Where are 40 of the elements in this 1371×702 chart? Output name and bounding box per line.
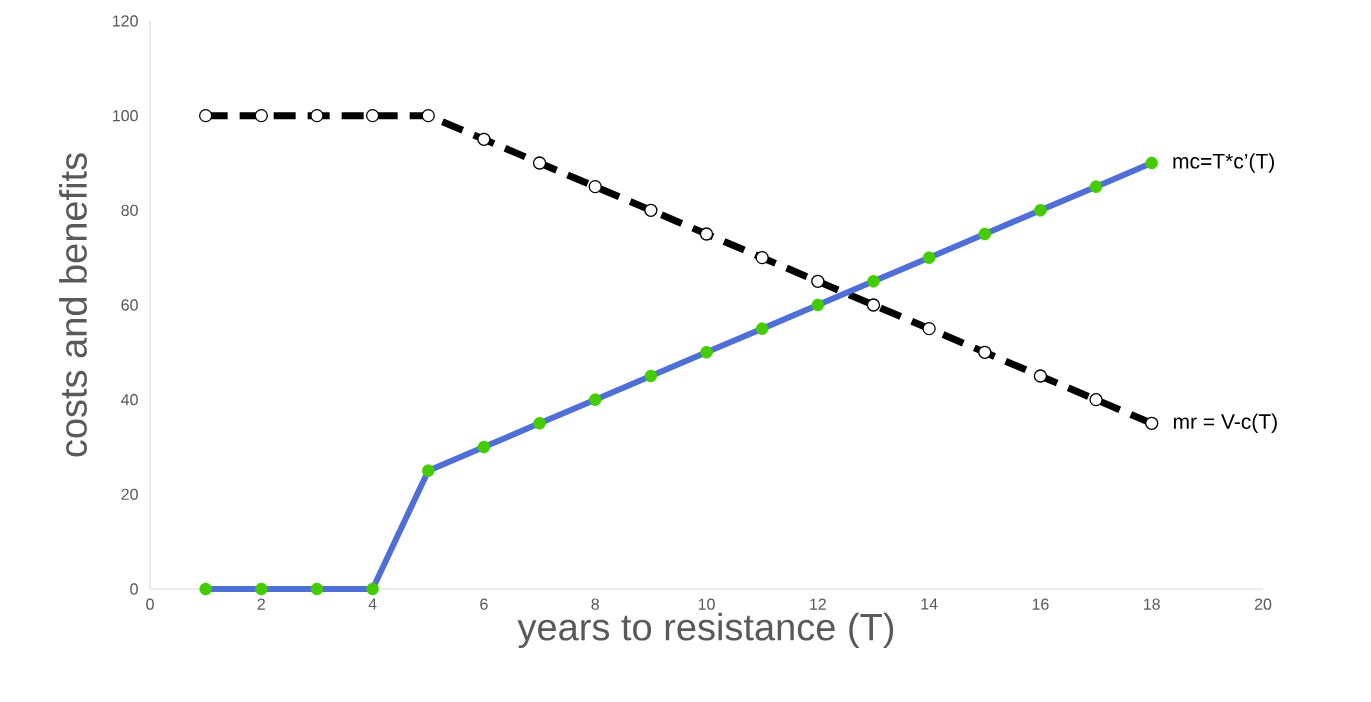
- x-tick-label: 16: [1032, 598, 1049, 610]
- y-tick-label: 120: [113, 15, 138, 27]
- y-tick-label: 100: [113, 109, 138, 122]
- y-tick-label: 40: [121, 393, 138, 406]
- x-tick-label: 2: [257, 598, 265, 610]
- point: [421, 109, 435, 123]
- point: [978, 345, 992, 359]
- point: [1033, 369, 1048, 383]
- x-tick-label: 14: [921, 598, 938, 610]
- point: [1089, 393, 1103, 407]
- y-tick-label: 60: [121, 299, 138, 311]
- x-tick-label: 4: [368, 598, 377, 610]
- x-tick-label: 6: [480, 598, 488, 610]
- x-tick-label: 10: [698, 598, 715, 610]
- point: [866, 298, 881, 312]
- x-tick-label: 20: [1254, 598, 1272, 610]
- x-tick-label: 18: [1144, 598, 1160, 610]
- point: [755, 251, 769, 265]
- point: [811, 274, 825, 288]
- point: [1145, 416, 1159, 430]
- point: [588, 180, 602, 194]
- point: [644, 203, 658, 217]
- x-tick-label: 12: [810, 598, 826, 610]
- y-tick-label: 20: [121, 488, 138, 500]
- point: [699, 227, 714, 241]
- y-axis-title: costs and benefits: [59, 153, 87, 457]
- x-tick-label: 8: [591, 598, 599, 610]
- point: [922, 322, 936, 336]
- x-axis-title: years to resistance (T): [517, 612, 894, 649]
- point: [365, 109, 380, 123]
- y-tick-label: 80: [121, 204, 138, 216]
- point: [199, 109, 213, 123]
- point: [477, 132, 491, 146]
- point: [254, 109, 268, 123]
- series-label: mc=T*c’(T): [1173, 153, 1274, 173]
- series-label: mr = V-c(T): [1173, 413, 1277, 434]
- point: [532, 156, 547, 170]
- x-tick-label: 0: [146, 598, 154, 610]
- point: [310, 109, 324, 123]
- y-tick-label: 0: [130, 583, 138, 595]
